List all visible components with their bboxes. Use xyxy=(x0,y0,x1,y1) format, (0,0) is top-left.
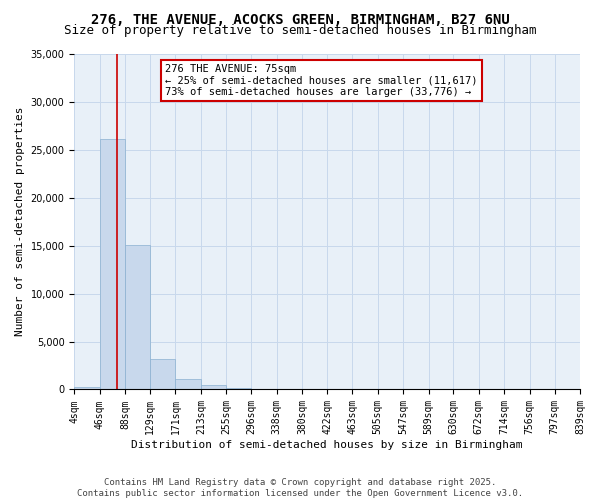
Bar xyxy=(251,389,277,390)
Bar xyxy=(125,244,150,390)
Bar xyxy=(150,359,175,390)
Bar xyxy=(100,140,125,390)
X-axis label: Distribution of semi-detached houses by size in Birmingham: Distribution of semi-detached houses by … xyxy=(131,440,523,450)
Bar xyxy=(226,388,251,390)
Text: Size of property relative to semi-detached houses in Birmingham: Size of property relative to semi-detach… xyxy=(64,24,536,37)
Text: 276, THE AVENUE, ACOCKS GREEN, BIRMINGHAM, B27 6NU: 276, THE AVENUE, ACOCKS GREEN, BIRMINGHA… xyxy=(91,12,509,26)
Y-axis label: Number of semi-detached properties: Number of semi-detached properties xyxy=(15,107,25,336)
Bar xyxy=(175,380,201,390)
Text: Contains HM Land Registry data © Crown copyright and database right 2025.
Contai: Contains HM Land Registry data © Crown c… xyxy=(77,478,523,498)
Bar xyxy=(74,386,100,390)
Text: 276 THE AVENUE: 75sqm
← 25% of semi-detached houses are smaller (11,617)
73% of : 276 THE AVENUE: 75sqm ← 25% of semi-deta… xyxy=(166,64,478,98)
Bar xyxy=(201,386,226,390)
